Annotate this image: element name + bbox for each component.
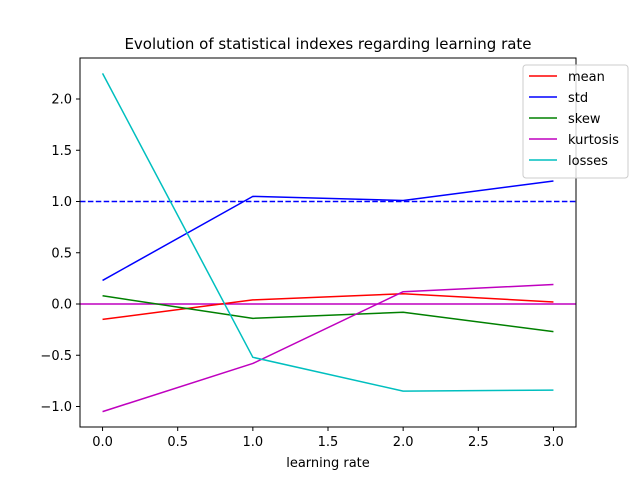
x-tick-label: 3.0 xyxy=(543,435,564,450)
x-tick-label: 0.0 xyxy=(92,435,113,450)
legend-box xyxy=(522,64,629,179)
y-tick-label: 0.0 xyxy=(51,298,72,313)
series-line-kurtosis xyxy=(102,283,554,413)
x-tick-label: 2.0 xyxy=(393,435,414,450)
legend-label-losses: losses xyxy=(568,154,608,169)
series-line-std xyxy=(102,180,554,282)
y-tick-label: 0.5 xyxy=(51,246,72,261)
legend-label-skew: skew xyxy=(568,112,601,127)
series-line-skew xyxy=(102,295,554,333)
legend-label-mean: mean xyxy=(568,70,605,85)
legend-label-std: std xyxy=(568,91,588,106)
y-tick-label: 1.0 xyxy=(51,195,72,210)
x-tick-label: 2.5 xyxy=(468,435,489,450)
x-axis-label: learning rate xyxy=(286,456,370,471)
series-line-mean xyxy=(102,293,554,321)
y-tick-label: −0.5 xyxy=(40,349,72,364)
y-tick-label: 1.5 xyxy=(51,144,72,159)
series-line-losses xyxy=(101,73,554,392)
plot-frame xyxy=(79,57,577,428)
legend-label-kurtosis: kurtosis xyxy=(568,133,619,148)
legend: mean std skew kurtosis losses xyxy=(522,64,629,179)
x-tick-label: 0.5 xyxy=(167,435,188,450)
chart-title: Evolution of statistical indexes regardi… xyxy=(124,35,531,53)
x-tick-label: 1.0 xyxy=(243,435,264,450)
x-tick-label: 1.5 xyxy=(318,435,339,450)
y-tick-label: −1.0 xyxy=(40,400,72,415)
y-tick-label: 2.0 xyxy=(51,93,72,108)
